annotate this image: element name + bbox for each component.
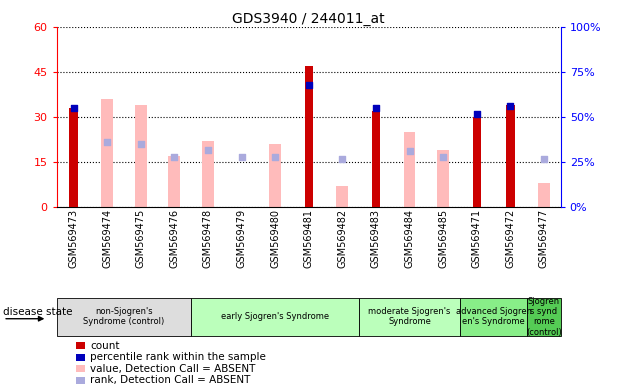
Point	[69, 105, 79, 111]
Bar	[269, 144, 281, 207]
Text: moderate Sjogren's
Syndrome: moderate Sjogren's Syndrome	[369, 307, 450, 326]
Point	[270, 154, 280, 160]
Point	[169, 154, 180, 160]
Point	[404, 148, 415, 154]
Point	[203, 147, 213, 153]
Text: percentile rank within the sample: percentile rank within the sample	[90, 352, 266, 362]
Text: disease state: disease state	[3, 307, 72, 317]
Point	[371, 105, 381, 111]
Bar	[437, 150, 449, 207]
Text: value, Detection Call = ABSENT: value, Detection Call = ABSENT	[90, 364, 256, 374]
Bar	[101, 99, 113, 207]
Text: non-Sjogren's
Syndrome (control): non-Sjogren's Syndrome (control)	[83, 307, 164, 326]
Text: early Sjogren's Syndrome: early Sjogren's Syndrome	[221, 312, 329, 321]
Point	[135, 141, 146, 147]
Bar	[69, 108, 77, 207]
Text: count: count	[90, 341, 120, 351]
Point	[236, 154, 246, 160]
Point	[472, 111, 482, 117]
Bar	[202, 141, 214, 207]
Point	[102, 139, 112, 146]
Point	[438, 154, 448, 160]
Point	[337, 156, 347, 162]
Bar	[372, 111, 380, 207]
Bar	[168, 156, 180, 207]
Bar	[304, 66, 313, 207]
Bar	[506, 105, 515, 207]
Text: rank, Detection Call = ABSENT: rank, Detection Call = ABSENT	[90, 375, 251, 384]
Bar	[472, 117, 481, 207]
Text: advanced Sjogren
en's Syndrome: advanced Sjogren en's Syndrome	[455, 307, 532, 326]
Bar	[135, 105, 147, 207]
Title: GDS3940 / 244011_at: GDS3940 / 244011_at	[232, 12, 385, 26]
Point	[539, 156, 549, 162]
Bar	[404, 132, 415, 207]
Point	[304, 81, 314, 88]
Point	[505, 103, 515, 109]
Bar	[538, 183, 550, 207]
Bar	[336, 186, 348, 207]
Text: Sjogren
s synd
rome
(control): Sjogren s synd rome (control)	[526, 297, 562, 337]
